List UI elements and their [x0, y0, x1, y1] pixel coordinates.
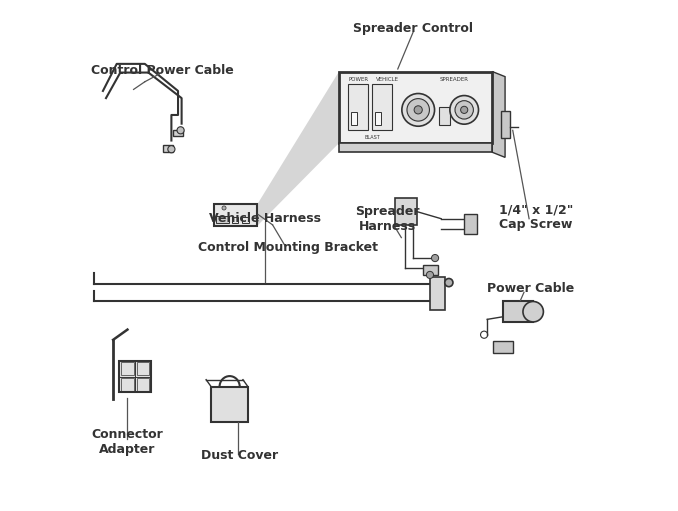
Circle shape — [222, 206, 226, 210]
Circle shape — [455, 101, 473, 119]
Text: Control Power Cable: Control Power Cable — [92, 64, 234, 77]
Bar — [372, 84, 392, 130]
Text: POWER: POWER — [348, 77, 368, 82]
Bar — [494, 341, 513, 353]
Polygon shape — [492, 72, 505, 157]
Bar — [464, 214, 477, 234]
Circle shape — [177, 127, 184, 134]
Bar — [502, 111, 510, 138]
Bar — [242, 217, 249, 223]
Bar — [137, 378, 149, 391]
Bar — [375, 112, 382, 125]
Text: SPREADER: SPREADER — [439, 77, 468, 82]
Bar — [395, 198, 417, 225]
Bar — [212, 387, 248, 422]
Text: 1/4" x 1/2"
Cap Screw: 1/4" x 1/2" Cap Screw — [498, 203, 573, 231]
Text: Connector
Adapter: Connector Adapter — [91, 428, 163, 456]
Bar — [339, 72, 492, 143]
Text: VEHICLE: VEHICLE — [376, 77, 399, 82]
Bar — [439, 107, 450, 125]
Bar — [216, 216, 229, 223]
Text: Power Cable: Power Cable — [487, 282, 574, 295]
Circle shape — [402, 94, 435, 126]
Circle shape — [414, 106, 422, 114]
Text: Spreader Control: Spreader Control — [353, 21, 473, 35]
Polygon shape — [257, 72, 339, 226]
Circle shape — [168, 146, 175, 153]
Text: Control Mounting Bracket: Control Mounting Bracket — [198, 241, 378, 254]
Bar — [348, 84, 367, 130]
Circle shape — [426, 271, 433, 278]
Bar — [119, 361, 151, 392]
Bar — [502, 301, 533, 322]
Circle shape — [460, 106, 468, 113]
Circle shape — [450, 96, 479, 124]
Bar — [339, 143, 492, 152]
Circle shape — [445, 278, 453, 287]
Bar — [423, 265, 437, 275]
Bar — [163, 145, 173, 152]
Text: Vehicle Harness: Vehicle Harness — [209, 212, 321, 225]
Bar — [232, 217, 239, 223]
Bar — [430, 277, 445, 310]
Bar — [351, 112, 357, 125]
Circle shape — [431, 254, 439, 262]
Bar — [214, 204, 257, 226]
Text: Dust Cover: Dust Cover — [201, 449, 278, 462]
Text: BLAST: BLAST — [364, 135, 380, 140]
Bar — [121, 378, 134, 391]
Circle shape — [407, 99, 429, 121]
Bar — [121, 362, 134, 375]
Text: Spreader
Harness: Spreader Harness — [355, 205, 420, 233]
Bar — [137, 362, 149, 375]
Bar — [173, 130, 183, 136]
Circle shape — [523, 301, 543, 322]
